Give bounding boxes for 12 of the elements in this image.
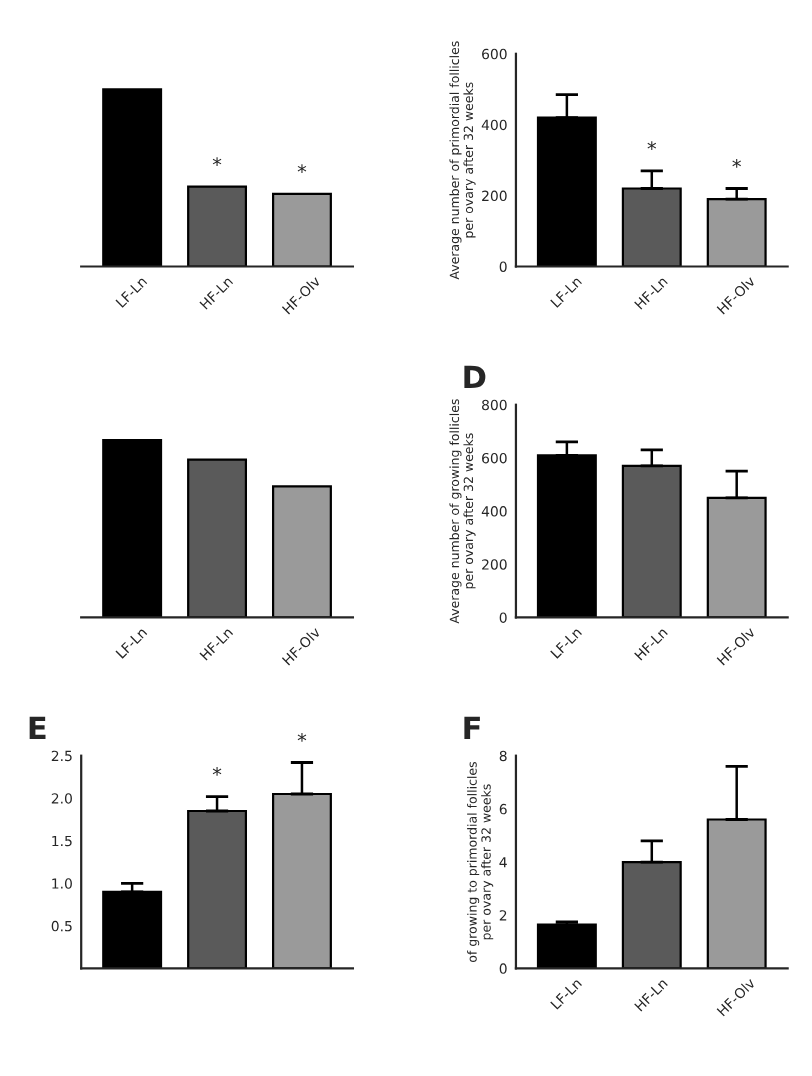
annotation: * bbox=[212, 157, 222, 167]
annotation: * bbox=[212, 766, 222, 776]
annotation: * bbox=[647, 141, 657, 151]
chart-title: E bbox=[29, 716, 46, 740]
bar bbox=[706, 198, 767, 267]
chart-title: D bbox=[464, 365, 486, 389]
chart-title: F bbox=[464, 716, 480, 740]
bar bbox=[102, 890, 163, 969]
annotation: * bbox=[297, 732, 307, 742]
annotation: * bbox=[297, 164, 307, 174]
bar bbox=[536, 923, 597, 969]
annotation: * bbox=[732, 158, 741, 168]
